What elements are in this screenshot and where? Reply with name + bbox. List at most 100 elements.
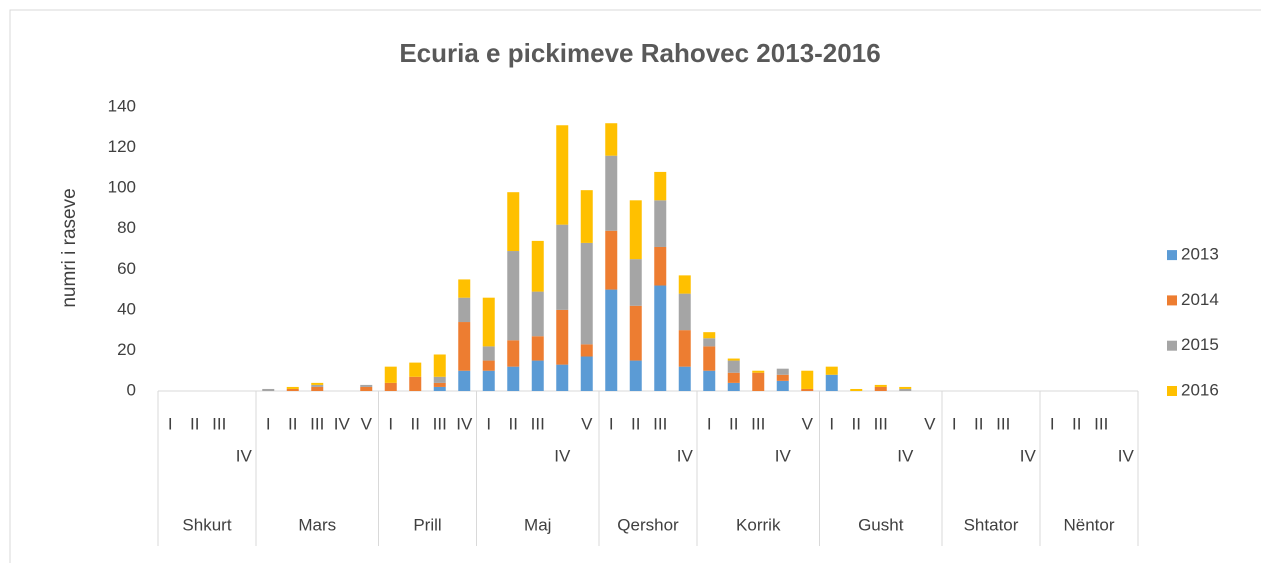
bar-segment	[703, 332, 716, 339]
bar-segment	[899, 386, 912, 389]
bar-segment	[507, 251, 520, 341]
x-tick-label: II	[190, 414, 199, 433]
bar-segment	[433, 354, 446, 377]
group-label: Shtator	[964, 515, 1019, 534]
bar-segment	[556, 125, 569, 225]
x-tick-label: III	[433, 414, 447, 433]
x-tick-label: I	[266, 414, 271, 433]
x-tick-label: IV	[236, 446, 253, 465]
legend-label: 2014	[1181, 290, 1219, 309]
bar-segment	[507, 192, 520, 252]
x-tick-label: II	[1072, 414, 1081, 433]
bar-segment	[605, 155, 618, 231]
legend-swatch	[1167, 386, 1177, 396]
bar-segment	[360, 386, 373, 391]
x-tick-label: I	[609, 414, 614, 433]
bar-segment	[384, 382, 397, 391]
bar-segment	[703, 370, 716, 391]
legend-label: 2016	[1181, 380, 1219, 399]
bar-segment	[727, 372, 740, 383]
bar-segment	[629, 259, 642, 306]
group-label: Gusht	[858, 515, 904, 534]
x-tick-label: I	[1050, 414, 1055, 433]
y-tick-label: 120	[108, 137, 136, 156]
bar-segment	[776, 368, 789, 375]
bar-segment	[825, 374, 838, 391]
x-tick-label: III	[653, 414, 667, 433]
bar-segment	[752, 372, 765, 391]
x-tick-label: IV	[334, 414, 351, 433]
y-tick-label: 140	[108, 96, 136, 115]
bar-segment	[629, 200, 642, 260]
x-tick-label: I	[168, 414, 173, 433]
group-label: Qershor	[617, 515, 679, 534]
bar-segment	[556, 364, 569, 391]
bar-segment	[409, 376, 422, 391]
bar-segment	[360, 384, 373, 387]
bar-segment	[409, 362, 422, 377]
x-tick-label: III	[751, 414, 765, 433]
bar-segment	[507, 366, 520, 391]
bar-segment	[556, 309, 569, 365]
bar-segment	[605, 289, 618, 391]
x-tick-label: II	[288, 414, 297, 433]
x-tick-label: III	[1094, 414, 1108, 433]
x-tick-label: II	[509, 414, 518, 433]
bar-segment	[311, 386, 324, 391]
bar-segment	[482, 360, 495, 371]
bar-segment	[458, 297, 471, 323]
bar-segment	[703, 338, 716, 347]
bar-segment	[727, 358, 740, 361]
bar-segment	[874, 384, 887, 387]
bar-segment	[678, 293, 691, 331]
bar-segment	[605, 230, 618, 290]
legend-label: 2015	[1181, 335, 1219, 354]
bar-segment	[311, 382, 324, 385]
bar-segment	[654, 285, 667, 391]
bar-segment	[458, 322, 471, 371]
group-label: Maj	[524, 515, 551, 534]
bar-segment	[899, 388, 912, 391]
group-label: Prill	[413, 515, 441, 534]
y-tick-label: 40	[117, 299, 136, 318]
bar-segment	[311, 384, 324, 387]
bar-segment	[433, 386, 446, 391]
y-tick-label: 80	[117, 218, 136, 237]
bar-segment	[482, 370, 495, 391]
x-tick-label: II	[631, 414, 640, 433]
x-tick-label: I	[952, 414, 957, 433]
x-tick-label: III	[531, 414, 545, 433]
x-tick-label: I	[486, 414, 491, 433]
x-tick-label: III	[996, 414, 1010, 433]
x-tick-label: II	[411, 414, 420, 433]
y-tick-label: 60	[117, 259, 136, 278]
bar-segment	[433, 376, 446, 383]
y-tick-label: 100	[108, 178, 136, 197]
y-tick-label: 0	[127, 380, 136, 399]
bar-segment	[384, 366, 397, 383]
bar-segment	[629, 305, 642, 361]
bar-segment	[801, 388, 814, 391]
bar-segment	[286, 388, 299, 391]
bar-segment	[580, 356, 593, 391]
x-tick-label: IV	[775, 446, 792, 465]
bar-segment	[605, 123, 618, 156]
bar-segment	[801, 370, 814, 389]
bar-segment	[654, 171, 667, 201]
bar-segment	[629, 360, 642, 391]
bar-segment	[433, 382, 446, 387]
legend-swatch	[1167, 340, 1177, 351]
group-label: Korrik	[736, 515, 781, 534]
bar-segment	[458, 279, 471, 298]
x-tick-label: V	[924, 414, 936, 433]
bar-segment	[703, 346, 716, 371]
bar-segment	[752, 370, 765, 373]
group-label: Nëntor	[1063, 515, 1114, 534]
legend-swatch	[1167, 250, 1177, 261]
y-tick-label: 20	[117, 340, 136, 359]
bar-segment	[678, 330, 691, 367]
bar-segment	[678, 275, 691, 294]
bar-segment	[654, 200, 667, 247]
x-tick-label: IV	[554, 446, 571, 465]
bar-segment	[262, 388, 275, 391]
